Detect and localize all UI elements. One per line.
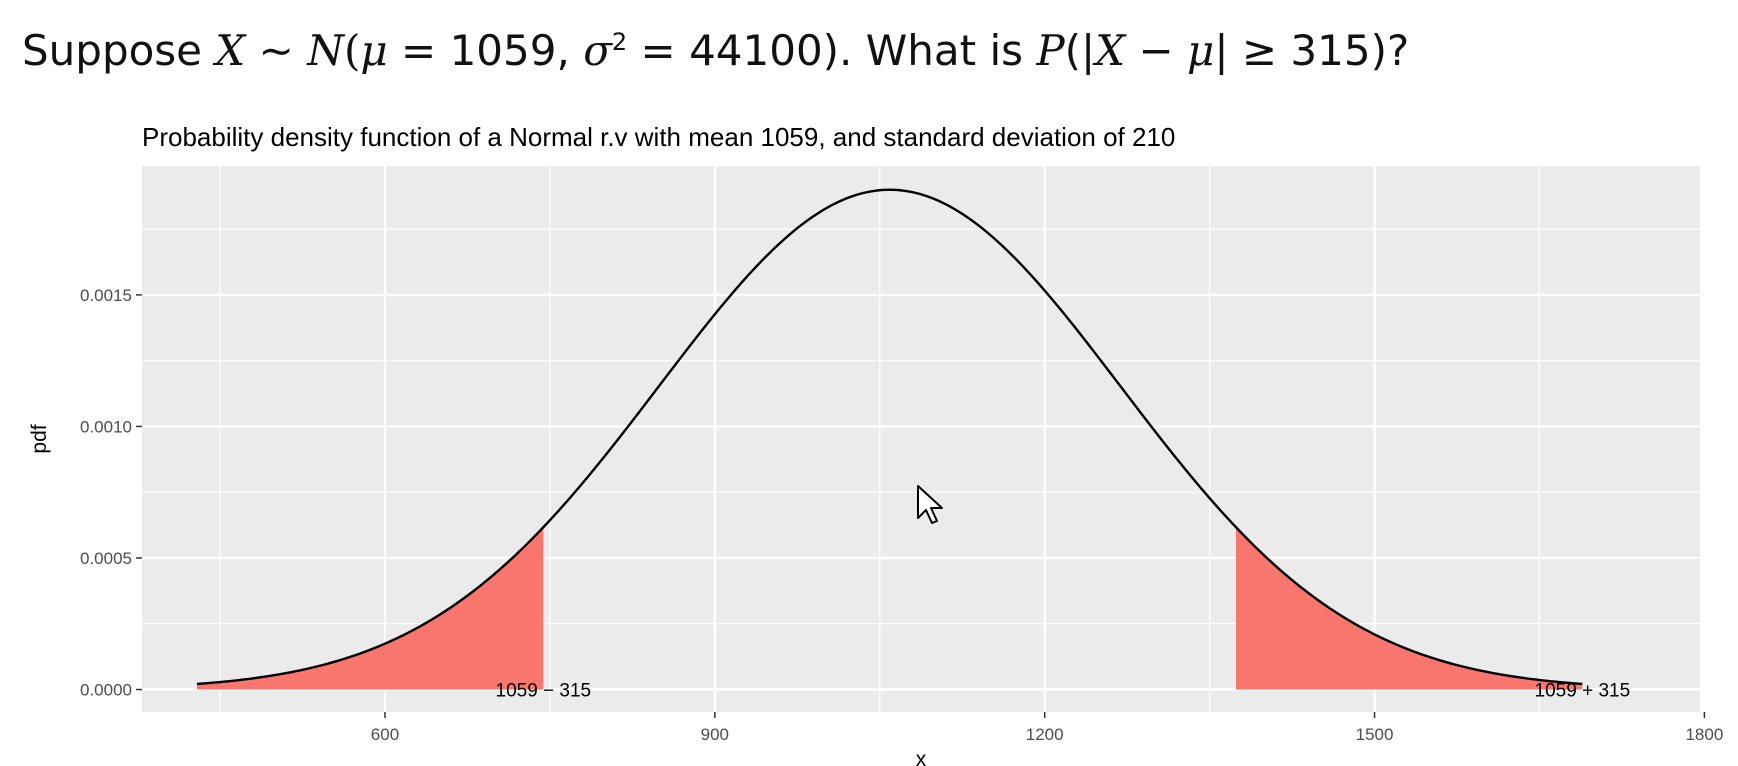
math-mu-2: μ xyxy=(1187,26,1215,75)
x-tick-label: 900 xyxy=(701,725,729,744)
math-exponent: 2 xyxy=(611,28,628,56)
x-axis: 600 900 1200 1500 1800 xyxy=(371,712,1723,744)
x-tick-label: 1800 xyxy=(1685,725,1723,744)
math-var-x: X xyxy=(215,26,246,75)
plot-panel xyxy=(142,166,1700,712)
region-label-upper: 1059 + 315 xyxy=(1535,681,1631,702)
region-label-lower: 1059 − 315 xyxy=(496,681,592,702)
math-abs-open: (| xyxy=(1064,26,1096,75)
y-tick-label: 0.0005 xyxy=(80,549,132,568)
math-eq-2: = xyxy=(640,26,676,75)
math-mu: μ xyxy=(360,26,388,75)
question-heading: Suppose X ∼ N(μ = 1059, σ2 = 44100). Wha… xyxy=(22,26,1410,75)
chart-title: Probability density function of a Normal… xyxy=(142,122,1175,152)
math-sigma: σ xyxy=(583,26,612,75)
x-tick-label: 1200 xyxy=(1026,725,1064,744)
math-minus: − xyxy=(1138,26,1174,75)
math-var-x-2: X xyxy=(1095,26,1126,75)
y-tick-label: 0.0015 xyxy=(80,286,132,305)
math-end: )? xyxy=(1370,26,1410,75)
x-tick-label: 1500 xyxy=(1356,725,1394,744)
math-tilde: ∼ xyxy=(258,26,294,75)
mouse-cursor-icon xyxy=(917,485,943,524)
question-lead: Suppose xyxy=(22,26,203,75)
math-prob: P xyxy=(1036,26,1065,75)
math-bound: 315 xyxy=(1290,26,1371,75)
x-axis-label: x xyxy=(916,748,927,766)
math-variance: 44100 xyxy=(689,26,823,75)
tail-shading xyxy=(196,527,1583,690)
y-tick-label: 0.0000 xyxy=(80,681,132,700)
y-axis-label: pdf xyxy=(28,424,51,453)
x-tick-label: 600 xyxy=(371,725,399,744)
density-curve xyxy=(196,188,1583,686)
region-labels: 1059 − 315 1059 + 315 xyxy=(496,681,1631,702)
math-close: ). xyxy=(822,26,853,75)
math-dist-n: N xyxy=(307,26,344,75)
math-mean: 1059, xyxy=(449,26,570,75)
tail-region-right xyxy=(1236,527,1583,690)
tail-region-left xyxy=(196,527,544,690)
question-what: What is xyxy=(865,26,1024,75)
y-axis: 0.0000 0.0005 0.0010 0.0015 xyxy=(80,286,142,700)
math-eq-1: = xyxy=(401,26,437,75)
y-tick-label: 0.0010 xyxy=(80,417,132,436)
math-ge: | ≥ xyxy=(1214,26,1278,75)
